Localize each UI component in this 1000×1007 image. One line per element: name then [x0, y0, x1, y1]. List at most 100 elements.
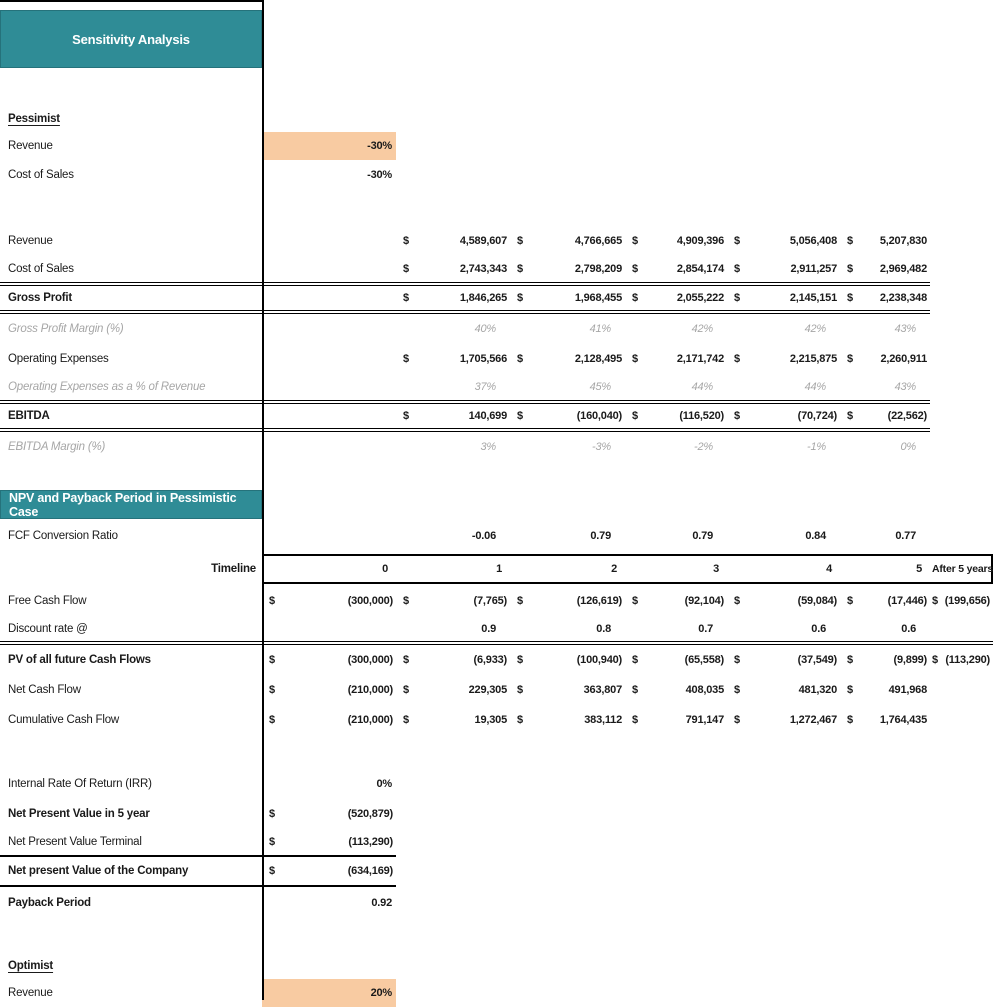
- percent-cell: 43%: [894, 323, 917, 335]
- timeline-period: 5: [916, 563, 922, 575]
- money-cell: (59,084): [727, 585, 840, 617]
- page-title: Sensitivity Analysis: [72, 31, 190, 47]
- row-label: PV of all future Cash Flows: [8, 654, 151, 666]
- money-cell: 363,807: [510, 675, 625, 705]
- timeline-period: 2: [611, 563, 617, 575]
- npv-section-title: NPV and Payback Period in Pessimistic Ca…: [9, 490, 237, 519]
- section-header-npv-payback: NPV and Payback Period in Pessimistic Ca…: [0, 490, 262, 519]
- row-revenue: Revenue 4,589,607 4,766,665 4,909,396 5,…: [0, 226, 930, 256]
- row-cost-of-sales: Cost of Sales 2,743,343 2,798,209 2,854,…: [0, 256, 930, 286]
- percent-cell: 42%: [691, 323, 714, 335]
- optimist-section-row: Optimist: [0, 953, 396, 979]
- ratio-cell: 0.84: [805, 530, 826, 542]
- row-npv-terminal: Net Present Value Terminal (113,290): [0, 829, 396, 857]
- money-cell: 2,128,495: [510, 344, 625, 374]
- assumption-label: Revenue: [8, 987, 53, 999]
- irr-value: 0%: [376, 778, 393, 790]
- row-label: Free Cash Flow: [8, 595, 87, 607]
- money-cell: 2,854,174: [625, 256, 727, 282]
- money-cell: (6,933): [396, 645, 510, 675]
- revenue-input-cell[interactable]: -30%: [262, 132, 396, 160]
- row-label: Net Present Value in 5 year: [8, 808, 150, 820]
- row-label: Discount rate @: [8, 623, 88, 635]
- money-cell: (92,104): [625, 585, 727, 617]
- row-free-cash-flow: Free Cash Flow (300,000) (7,765) (126,61…: [0, 585, 993, 617]
- row-label: Cost of Sales: [8, 263, 74, 275]
- money-cell: (70,724): [727, 404, 840, 428]
- rate-cell: 0.9: [481, 623, 496, 635]
- money-cell: 2,215,875: [727, 344, 840, 374]
- money-cell: (37,549): [727, 645, 840, 675]
- money-cell: (300,000): [262, 645, 396, 675]
- ratio-cell: 0.79: [692, 530, 713, 542]
- money-cell: (9,899): [840, 645, 930, 675]
- money-cell: (520,879): [262, 799, 396, 829]
- row-discount-rate: Discount rate @ 0.9 0.8 0.7 0.6 0.6: [0, 617, 993, 645]
- money-cell: (210,000): [262, 675, 396, 705]
- row-label: Operating Expenses as a % of Revenue: [8, 381, 206, 393]
- money-cell: 2,260,911: [840, 344, 930, 374]
- percent-cell: 0%: [900, 441, 917, 453]
- cost-of-sales-input-cell[interactable]: -30%: [367, 169, 392, 181]
- row-label: Internal Rate Of Return (IRR): [8, 778, 152, 790]
- money-cell: (210,000): [262, 705, 396, 735]
- row-npv-company: Net present Value of the Company (634,16…: [0, 857, 396, 887]
- timeline-label: Timeline: [211, 563, 256, 575]
- money-cell: 2,911,257: [727, 256, 840, 282]
- money-cell: 2,969,482: [840, 256, 930, 282]
- row-opex-percent-revenue: Operating Expenses as a % of Revenue 37%…: [0, 374, 930, 404]
- money-cell: 5,056,408: [727, 226, 840, 256]
- money-cell: (634,169): [262, 857, 396, 885]
- pessimist-section-label: Pessimist: [8, 113, 60, 125]
- money-cell: (300,000): [262, 585, 396, 617]
- row-label: EBITDA Margin (%): [8, 441, 106, 453]
- money-cell: (65,558): [625, 645, 727, 675]
- row-ebitda-margin: EBITDA Margin (%) 3% -3% -2% -1% 0%: [0, 432, 930, 462]
- money-cell: (22,562): [840, 404, 930, 428]
- money-cell: (116,520): [625, 404, 727, 428]
- rate-cell: 0.8: [596, 623, 611, 635]
- revenue-input-cell[interactable]: 20%: [262, 979, 396, 1007]
- money-cell: 1,968,455: [510, 286, 625, 310]
- row-payback-period: Payback Period 0.92: [0, 887, 396, 919]
- money-cell: 491,968: [840, 675, 930, 705]
- money-cell: 383,112: [510, 705, 625, 735]
- pessimist-section-row: Pessimist: [0, 106, 396, 132]
- money-cell: 4,766,665: [510, 226, 625, 256]
- percent-cell: 44%: [691, 381, 714, 393]
- optimist-section-label: Optimist: [8, 960, 54, 972]
- percent-cell: 42%: [804, 323, 827, 335]
- percent-cell: -3%: [592, 441, 611, 453]
- rate-cell: 0.6: [811, 623, 826, 635]
- money-cell: 2,145,151: [727, 286, 840, 310]
- money-cell: (113,290): [930, 645, 993, 675]
- assumption-row-cost-of-sales: Cost of Sales -30%: [0, 160, 396, 190]
- money-cell: 1,846,265: [396, 286, 510, 310]
- percent-cell: 41%: [589, 323, 612, 335]
- row-label: Gross Profit Margin (%): [8, 323, 124, 335]
- percent-cell: 43%: [894, 381, 917, 393]
- percent-cell: 40%: [474, 323, 497, 335]
- percent-cell: 3%: [480, 441, 497, 453]
- rate-cell: 0.6: [901, 623, 916, 635]
- row-ebitda: EBITDA 140,699 (160,040) (116,520) (70,7…: [0, 404, 930, 432]
- money-cell: 2,055,222: [625, 286, 727, 310]
- ratio-cell: 0.77: [895, 530, 916, 542]
- row-label: Revenue: [8, 235, 53, 247]
- money-cell: (100,940): [510, 645, 625, 675]
- payback-value: 0.92: [371, 897, 392, 909]
- percent-cell: 45%: [589, 381, 612, 393]
- assumption-row-revenue: Revenue -30%: [0, 132, 396, 160]
- money-cell: 2,171,742: [625, 344, 727, 374]
- row-gross-profit: Gross Profit 1,846,265 1,968,455 2,055,2…: [0, 286, 930, 314]
- money-cell: 2,238,348: [840, 286, 930, 310]
- row-label: Operating Expenses: [8, 353, 109, 365]
- row-gross-profit-margin: Gross Profit Margin (%) 40% 41% 42% 42% …: [0, 314, 930, 344]
- money-cell: 4,909,396: [625, 226, 727, 256]
- assumption-label: Cost of Sales: [8, 169, 74, 181]
- row-operating-expenses: Operating Expenses 1,705,566 2,128,495 2…: [0, 344, 930, 374]
- percent-cell: 44%: [804, 381, 827, 393]
- timeline-after-5-years-label: After 5 years: [932, 563, 994, 575]
- section-header-sensitivity-analysis: Sensitivity Analysis: [0, 10, 262, 68]
